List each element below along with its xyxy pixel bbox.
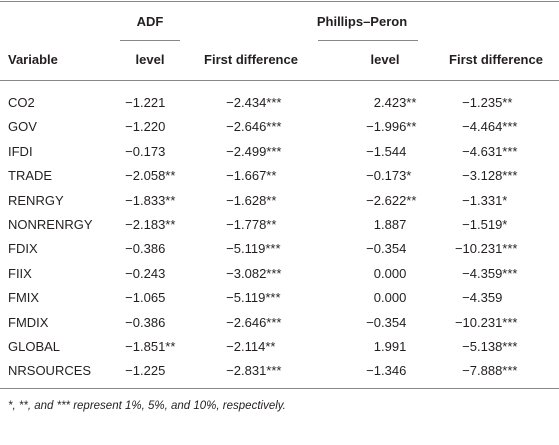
cell-value: 1.887 bbox=[373, 217, 407, 232]
cell-value: −1.667** bbox=[226, 168, 277, 184]
cell-value: −1.346 bbox=[366, 363, 407, 379]
cell-value: −2.434*** bbox=[226, 95, 282, 110]
cell-value: −0.243 bbox=[125, 265, 166, 281]
cell-value: 0.000 bbox=[373, 290, 407, 306]
variable-name: FDIX bbox=[8, 241, 38, 257]
cell-value: −1.778** bbox=[226, 217, 277, 232]
cell-value: −0.386 bbox=[125, 314, 166, 330]
cell-value: −1.996** bbox=[366, 119, 417, 135]
cell-value: −7.888*** bbox=[462, 363, 518, 379]
cell-value: 2.423** bbox=[373, 95, 417, 110]
cell-value: −2.114** bbox=[226, 339, 276, 354]
cell-value: −0.173* bbox=[366, 168, 412, 184]
cell-value: −10.231*** bbox=[454, 314, 518, 330]
column-header: level bbox=[370, 52, 400, 67]
cell-value: −2.646*** bbox=[226, 119, 282, 135]
variable-name: FIIX bbox=[8, 265, 32, 281]
cell-value: −4.359 bbox=[462, 290, 503, 306]
cell-value: −0.386 bbox=[125, 241, 166, 257]
group-header: ADF bbox=[136, 14, 164, 29]
cell-value: −4.359*** bbox=[462, 265, 518, 281]
group-rule bbox=[120, 40, 180, 41]
variable-name: TRADE bbox=[8, 168, 53, 184]
cell-value: −2.499*** bbox=[226, 143, 282, 159]
variable-name: NONRENRGY bbox=[8, 217, 93, 232]
cell-value: −1.065 bbox=[125, 290, 166, 306]
cell-value: −1.833** bbox=[125, 192, 176, 208]
column-header: level bbox=[135, 52, 165, 67]
cell-value: −0.354 bbox=[366, 314, 407, 330]
variable-name: CO2 bbox=[8, 95, 35, 110]
cell-value: −4.631*** bbox=[462, 143, 518, 159]
cell-value: −2.622** bbox=[366, 192, 417, 208]
rule bbox=[0, 388, 559, 389]
cell-value: −0.173 bbox=[125, 143, 166, 159]
variable-name: FMIX bbox=[8, 290, 40, 306]
cell-value: −3.128*** bbox=[462, 168, 518, 184]
cell-value: −5.119*** bbox=[226, 241, 281, 257]
cell-value: −1.221 bbox=[125, 95, 166, 110]
column-header: First difference bbox=[449, 52, 543, 67]
cell-value: −1.519* bbox=[462, 217, 508, 232]
cell-value: −5.138*** bbox=[462, 339, 518, 354]
cell-value: −5.119*** bbox=[226, 290, 281, 306]
cell-value: −1.220 bbox=[125, 119, 166, 135]
column-header: First difference bbox=[204, 52, 298, 67]
variable-name: RENRGY bbox=[8, 192, 64, 208]
cell-value: −0.354 bbox=[366, 241, 407, 257]
footnote: *, **, and *** represent 1%, 5%, and 10%… bbox=[8, 400, 286, 412]
cell-value: 0.000 bbox=[373, 265, 407, 281]
group-rule bbox=[318, 40, 418, 41]
variable-name: FMDIX bbox=[8, 314, 49, 330]
cell-value: −2.646*** bbox=[226, 314, 282, 330]
rule bbox=[0, 80, 559, 81]
cell-value: −3.082*** bbox=[226, 265, 282, 281]
cell-value: −1.235** bbox=[462, 95, 513, 110]
rule bbox=[0, 1, 559, 2]
cell-value: −4.464*** bbox=[462, 119, 518, 135]
variable-name: GLOBAL bbox=[8, 339, 61, 354]
group-header: Phillips–Peron bbox=[316, 14, 408, 29]
cell-value: −2.831*** bbox=[226, 363, 282, 379]
variable-name: GOV bbox=[8, 119, 37, 135]
cell-value: −1.225 bbox=[125, 363, 166, 379]
cell-value: −1.628** bbox=[226, 192, 277, 208]
cell-value: −10.231*** bbox=[454, 241, 518, 257]
cell-value: −2.183** bbox=[125, 217, 176, 232]
cell-value: −2.058** bbox=[125, 168, 176, 184]
column-header: Variable bbox=[8, 52, 58, 67]
variable-name: IFDI bbox=[8, 143, 33, 159]
cell-value: 1.991 bbox=[373, 339, 407, 354]
cell-value: −1.851** bbox=[125, 339, 176, 354]
cell-value: −1.544 bbox=[366, 143, 407, 159]
variable-name: NRSOURCES bbox=[8, 363, 92, 379]
cell-value: −1.331* bbox=[462, 192, 508, 208]
